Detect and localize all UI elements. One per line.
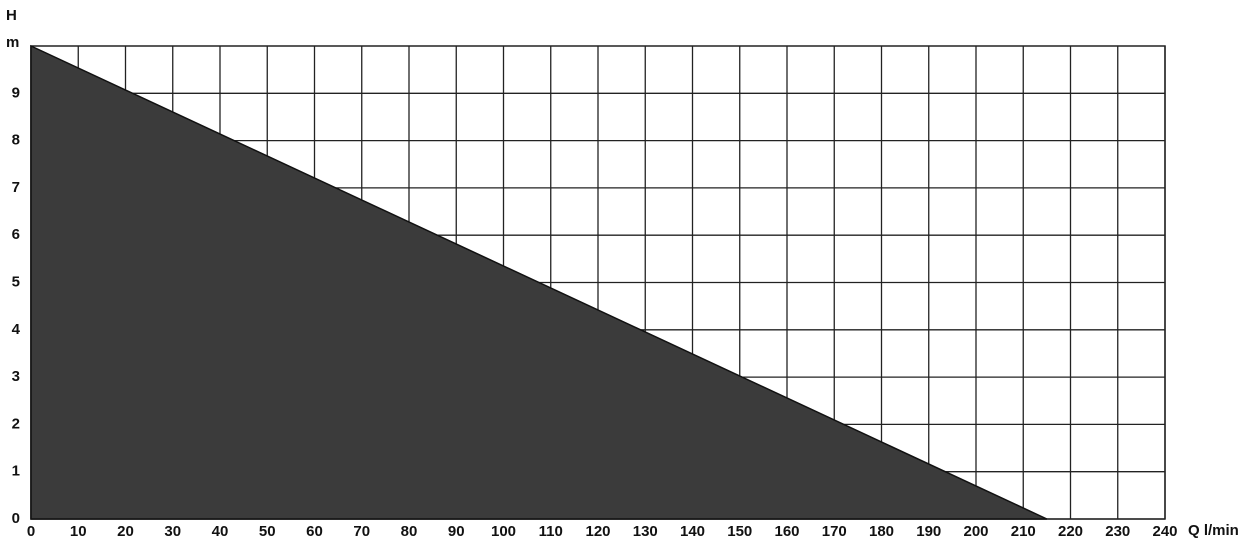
- x-tick-label: 150: [727, 523, 752, 540]
- x-tick-label: 90: [448, 523, 465, 540]
- y-tick-label: 8: [12, 132, 20, 149]
- x-tick-label: 60: [306, 523, 323, 540]
- x-tick-label: 140: [680, 523, 705, 540]
- x-tick-label: 50: [259, 523, 276, 540]
- y-tick-label: 7: [12, 179, 20, 196]
- x-tick-label: 240: [1152, 523, 1177, 540]
- x-tick-label: 200: [963, 523, 988, 540]
- x-tick-label: 10: [70, 523, 87, 540]
- x-tick-label: 170: [822, 523, 847, 540]
- y-tick-label: 1: [12, 463, 20, 480]
- x-tick-label: 30: [164, 523, 181, 540]
- y-tick-label: 0: [12, 510, 20, 527]
- x-tick-label: 190: [916, 523, 941, 540]
- x-tick-label: 80: [401, 523, 418, 540]
- x-tick-label: 70: [353, 523, 370, 540]
- y-tick-label: 2: [12, 415, 20, 432]
- y-axis-unit: m: [6, 34, 19, 51]
- y-axis-label: H: [6, 7, 17, 24]
- x-tick-label: 110: [539, 523, 563, 540]
- x-tick-label: 180: [869, 523, 894, 540]
- y-tick-label: 4: [12, 321, 21, 338]
- x-tick-label: 0: [27, 523, 35, 540]
- y-tick-label: 6: [12, 226, 20, 243]
- x-tick-label: 120: [585, 523, 610, 540]
- y-tick-label: 3: [12, 368, 20, 385]
- x-tick-label: 20: [117, 523, 134, 540]
- y-tick-label: 9: [12, 84, 20, 101]
- performance-area: [30, 44, 1048, 520]
- x-tick-label: 220: [1058, 523, 1083, 540]
- x-axis-label: Q l/min: [1188, 522, 1239, 539]
- y-tick-label: 5: [12, 273, 20, 290]
- x-tick-label: 230: [1105, 523, 1130, 540]
- x-tick-label: 40: [212, 523, 229, 540]
- x-tick-label: 210: [1011, 523, 1036, 540]
- x-tick-label: 130: [633, 523, 658, 540]
- x-tick-label: 160: [774, 523, 799, 540]
- x-tick-label: 100: [491, 523, 516, 540]
